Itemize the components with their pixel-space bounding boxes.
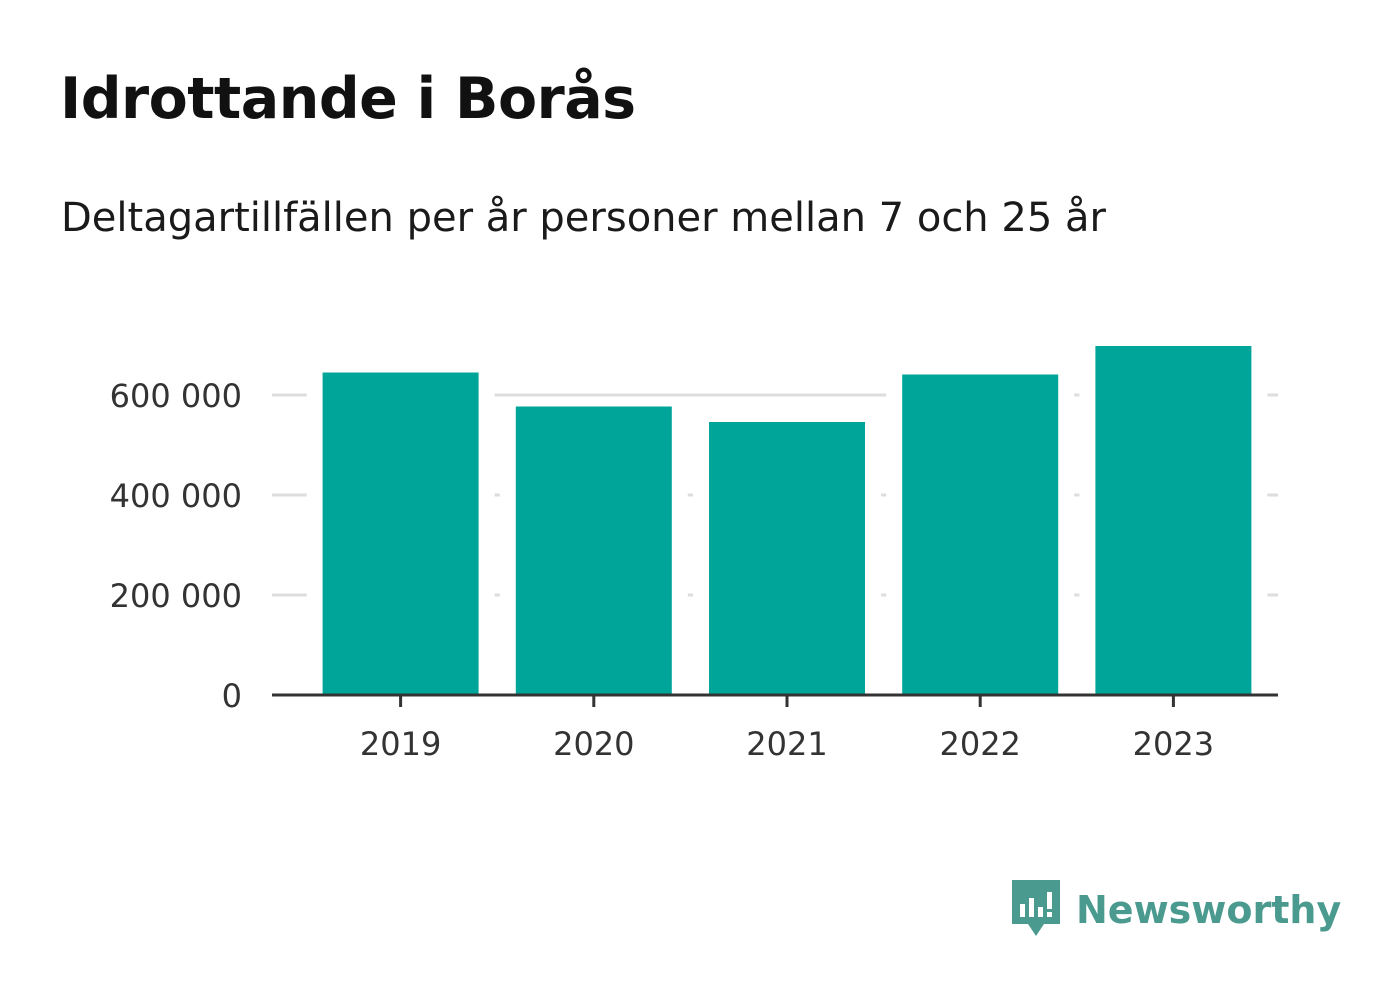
y-tick-label: 0 bbox=[222, 677, 242, 715]
bar bbox=[902, 374, 1059, 695]
brand-name: Newsworthy bbox=[1076, 888, 1342, 932]
newsworthy-logo-icon bbox=[1010, 878, 1062, 942]
bar bbox=[709, 422, 865, 695]
x-tick-label: 2020 bbox=[553, 725, 634, 763]
chart-subtitle: Deltagartillfällen per år personer mella… bbox=[61, 195, 1106, 241]
x-tick-label: 2021 bbox=[746, 725, 827, 763]
bars bbox=[306, 336, 1268, 695]
y-axis-labels: 0 200 000 400 000 600 000 bbox=[110, 377, 242, 715]
bar bbox=[515, 406, 672, 695]
bar bbox=[322, 372, 479, 695]
x-tick-label: 2019 bbox=[360, 725, 441, 763]
x-axis bbox=[272, 693, 1278, 707]
y-tick-label: 600 000 bbox=[110, 377, 242, 415]
brand-logo: Newsworthy bbox=[1010, 878, 1341, 942]
x-tick-label: 2022 bbox=[939, 725, 1020, 763]
y-tick-label: 400 000 bbox=[110, 477, 242, 515]
chart-title: Idrottande i Borås bbox=[60, 66, 636, 132]
x-axis-labels: 2019 2020 2021 2022 2023 bbox=[360, 725, 1214, 763]
bar bbox=[1095, 346, 1252, 695]
x-tick-label: 2023 bbox=[1133, 725, 1214, 763]
y-tick-label: 200 000 bbox=[110, 577, 242, 615]
